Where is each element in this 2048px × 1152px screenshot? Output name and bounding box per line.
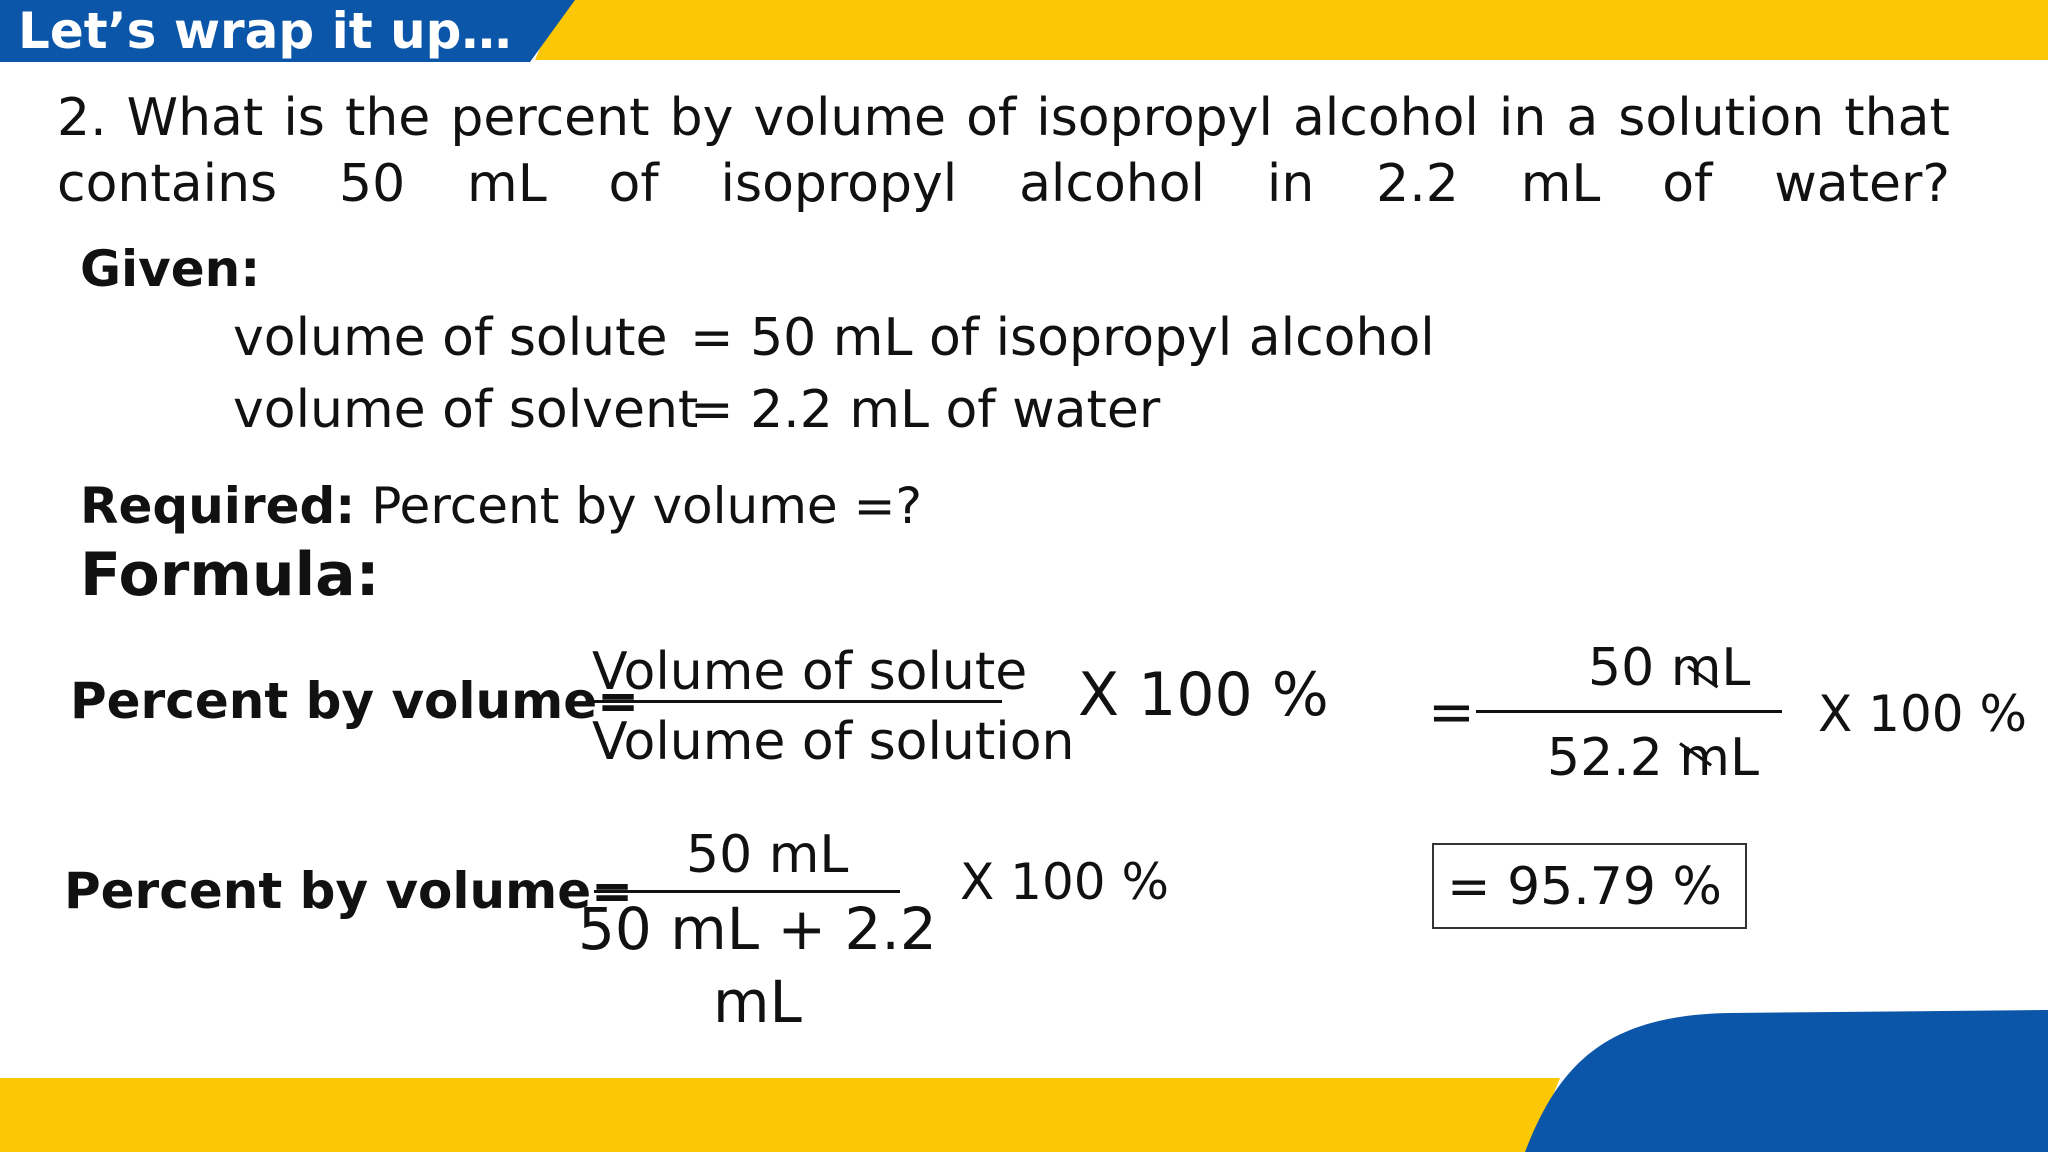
- question-word: mL: [467, 154, 547, 214]
- right-equals: =: [1428, 680, 1475, 745]
- question-text: 2. What is the percent by volume of isopropyl alc…: [57, 85, 1950, 217]
- right-numerator: 50 mL: [1588, 638, 1751, 698]
- question-word: mL: [1520, 154, 1601, 214]
- header-blue-band: [0, 0, 575, 62]
- question-word: of: [1662, 154, 1713, 214]
- question-word: isopropyl: [720, 154, 958, 214]
- question-word: that: [1844, 88, 1950, 148]
- question-word: What: [126, 88, 264, 148]
- right-multiplier: X 100 %: [1818, 685, 2027, 743]
- given-solute-key: volume of solute: [233, 308, 668, 368]
- formula-lhs: Percent by volume=: [70, 672, 640, 730]
- substituted-lhs: Percent by volume=: [64, 862, 634, 920]
- required-text: Percent by volume =?: [355, 477, 922, 535]
- substituted-denominator-line2: mL: [713, 968, 802, 1036]
- question-word: 50: [339, 154, 406, 214]
- question-word: of: [608, 154, 659, 214]
- question-word: solution: [1618, 88, 1825, 148]
- question-word: water?: [1774, 154, 1950, 214]
- formula-denominator: Volume of solution: [592, 712, 1075, 772]
- substituted-fraction-bar: [594, 890, 900, 893]
- substituted-multiplier: X 100 %: [960, 853, 1169, 911]
- given-label: Given:: [80, 240, 261, 298]
- question-word: alcohol: [1292, 88, 1479, 148]
- question-word: by: [669, 88, 734, 148]
- question-word: 2.: [57, 88, 107, 148]
- required-label: Required:: [80, 477, 356, 535]
- question-word: percent: [450, 88, 650, 148]
- given-solvent-key: volume of solvent: [233, 380, 699, 440]
- question-line-2: contains 50 mL of isopropyl alcohol in 2.2 mL of w…: [57, 151, 1950, 217]
- substituted-denominator-line1: 50 mL + 2.2: [578, 895, 937, 963]
- footer-yellow-band: [0, 1078, 1560, 1152]
- question-word: of: [966, 88, 1017, 148]
- given-solute-value: = 50 mL of isopropyl alcohol: [690, 308, 1435, 368]
- result-value: = 95.79 %: [1447, 857, 1722, 917]
- formula-multiplier: X 100 %: [1078, 660, 1329, 730]
- question-word: in: [1498, 88, 1547, 148]
- given-solvent-value: = 2.2 mL of water: [690, 380, 1161, 440]
- question-word: 2.2: [1376, 154, 1459, 214]
- result-box: [1432, 843, 1747, 929]
- slide-title: Let’s wrap it up…: [18, 2, 512, 60]
- question-word: isopropyl: [1036, 88, 1273, 148]
- substituted-numerator: 50 mL: [686, 825, 849, 885]
- question-word: a: [1566, 88, 1599, 148]
- formula-numerator: Volume of solute: [592, 642, 1028, 702]
- right-fraction-bar: [1476, 710, 1782, 713]
- required-line: Required: Percent by volume =?: [80, 477, 922, 535]
- footer-blue-wave: [1525, 1010, 2048, 1152]
- formula-fraction-bar: [592, 700, 1002, 703]
- question-word: alcohol: [1019, 154, 1205, 214]
- question-word: is: [283, 88, 325, 148]
- right-denominator: 52.2 mL: [1547, 728, 1759, 788]
- header-yellow-band: [535, 0, 2048, 60]
- question-word: volume: [753, 88, 947, 148]
- question-line-1: 2. What is the percent by volume of isopropyl alc…: [57, 85, 1950, 151]
- question-word: the: [344, 88, 431, 148]
- formula-label: Formula:: [80, 540, 380, 610]
- question-word: contains: [57, 154, 278, 214]
- question-word: in: [1266, 154, 1315, 214]
